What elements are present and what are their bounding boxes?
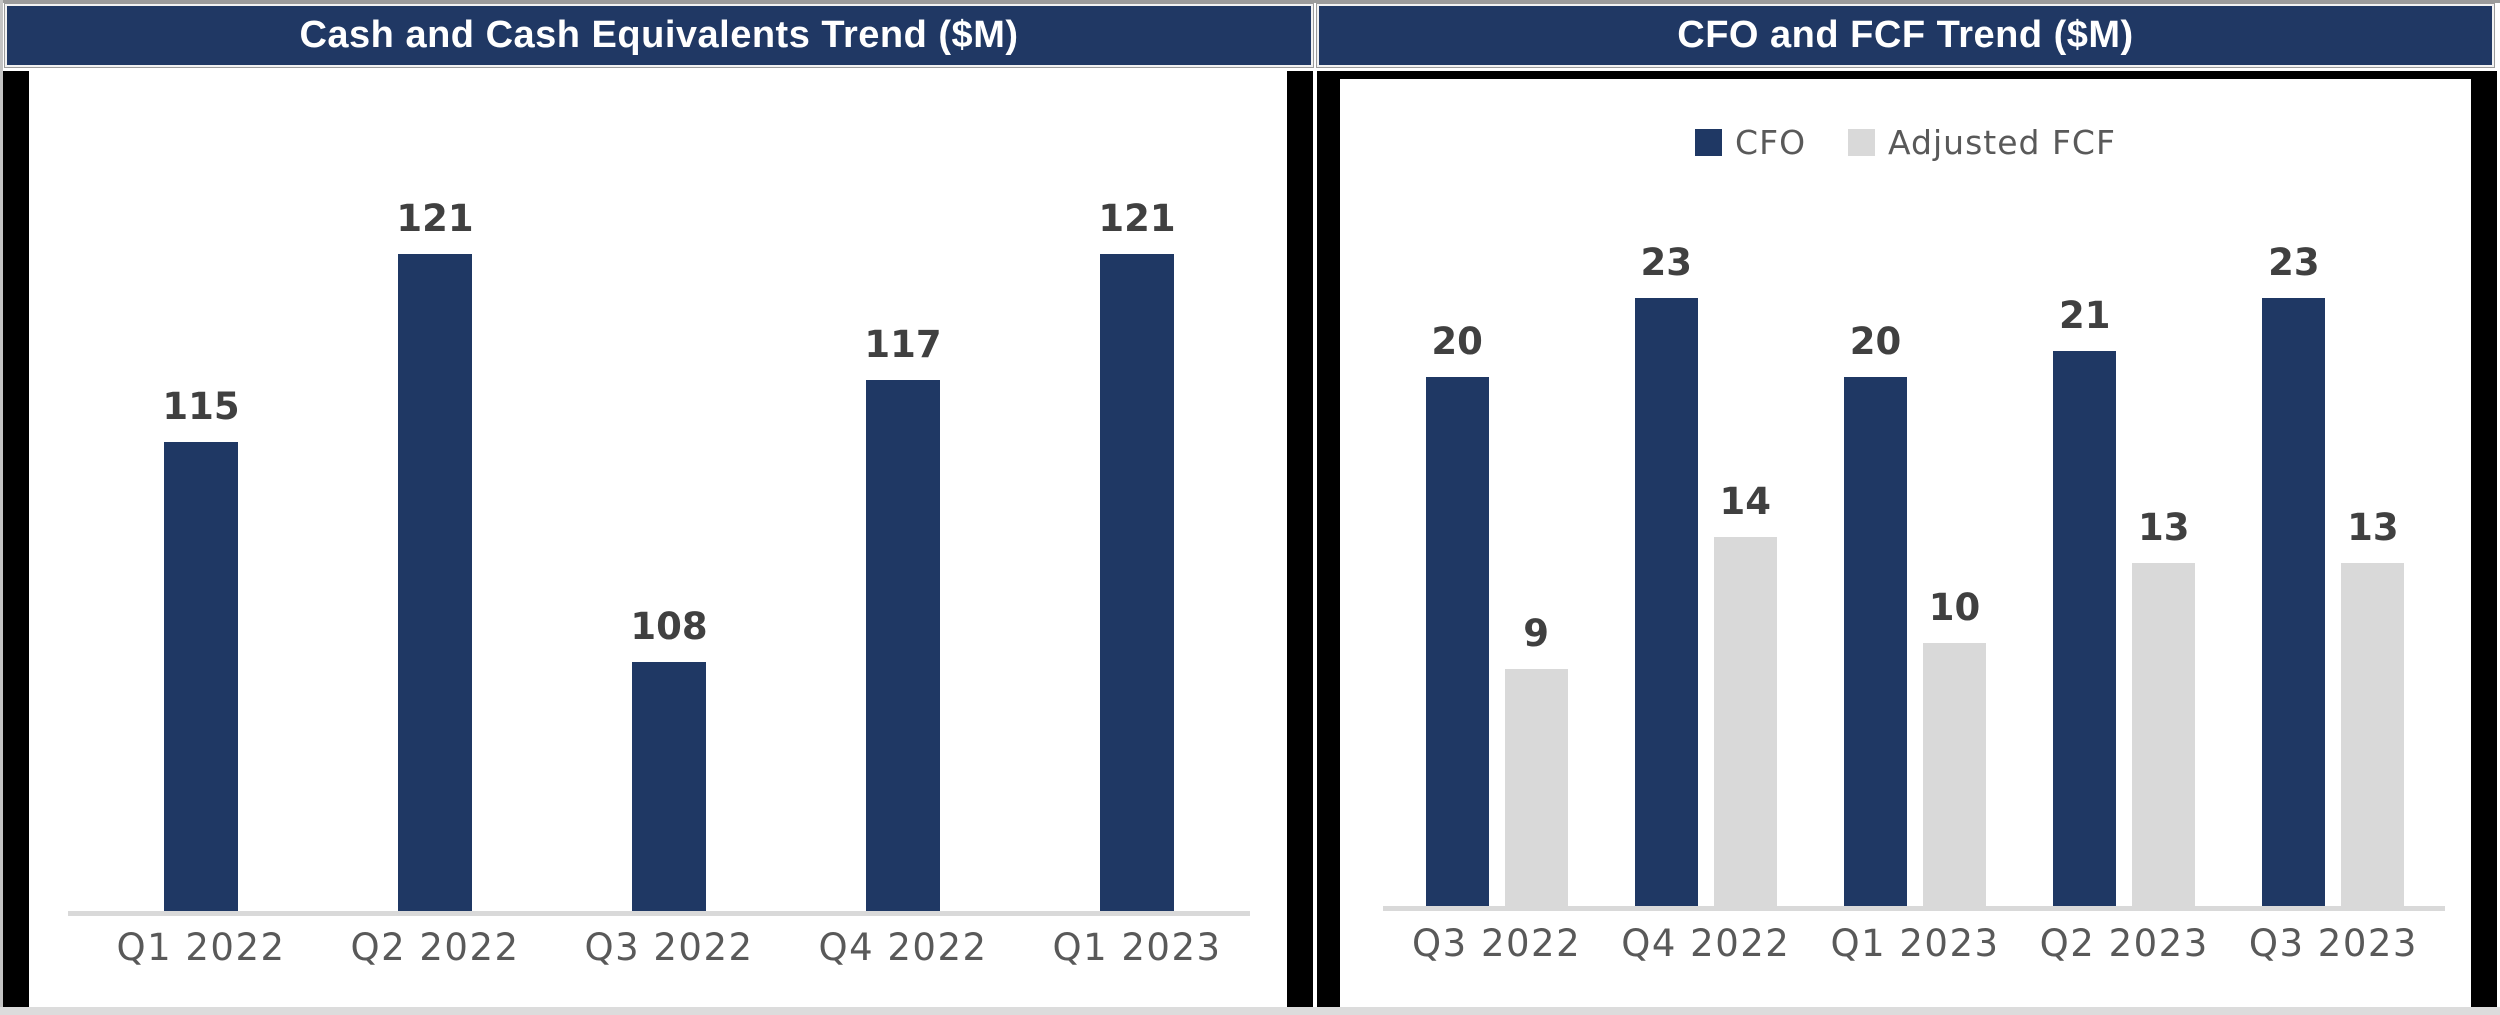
x-axis-label: Q1 2022 (116, 926, 286, 969)
category-slot: 20 10 (1810, 258, 2019, 908)
data-label: 21 (2058, 294, 2111, 337)
bar (2132, 563, 2196, 908)
adjusted-fcf-legend-label: Adjusted FCF (1888, 122, 2116, 162)
data-label: 20 (1849, 320, 1902, 363)
data-label: 117 (864, 323, 942, 366)
category-slot: 108 (552, 160, 786, 913)
data-label: 115 (162, 385, 240, 428)
cfo-legend-swatch-icon (1695, 128, 1723, 156)
x-axis-label: Q2 2023 (2039, 922, 2209, 965)
x-axis-label: Q3 2023 (2248, 922, 2418, 965)
x-axis-label: Q2 2022 (350, 926, 520, 969)
data-label: 13 (2137, 506, 2190, 549)
bar (1844, 377, 1907, 908)
x-axis-label: Q4 2022 (818, 926, 988, 969)
right-chart-x-axis-labels: Q3 2022 Q4 2022 Q1 2023 Q2 2023 Q3 2023 (1392, 922, 2438, 965)
page-top-edge (0, 0, 2500, 3)
data-label: 121 (1098, 197, 1176, 240)
left-chart-title: Cash and Cash Equivalents Trend ($M) (299, 14, 1019, 56)
data-label: 14 (1719, 480, 1772, 523)
left-chart-title-bar: Cash and Cash Equivalents Trend ($M) (5, 4, 1313, 67)
category-slot: 121 (1020, 160, 1254, 913)
category-slot: 115 (84, 160, 318, 913)
left-chart-plot-area: 115 121 108 117 121 (84, 160, 1254, 913)
left-chart-frame-left (3, 71, 29, 1009)
legend-item-adjusted-fcf: Adjusted FCF (1848, 123, 2116, 162)
bar (1634, 298, 1698, 908)
page-left-edge (0, 0, 3, 1007)
right-chart-frame-top (1317, 71, 2497, 79)
bar (1923, 643, 1986, 908)
bar (1713, 537, 1777, 908)
x-axis-label: Q3 2022 (1412, 922, 1582, 965)
data-label: 9 (1523, 612, 1549, 655)
data-label: 10 (1928, 586, 1981, 629)
bar (2262, 298, 2326, 908)
right-chart-legend: CFO Adjusted FCF (1340, 118, 2471, 166)
bar (2053, 351, 2117, 908)
bar (1504, 669, 1568, 908)
bar (163, 442, 238, 913)
right-chart-frame-left (1317, 71, 1340, 1009)
legend-item-cfo: CFO (1695, 123, 1806, 162)
right-chart-title: CFO and FCF Trend ($M) (1677, 14, 2134, 56)
bar (1099, 254, 1174, 913)
category-slot: 23 13 (2229, 241, 2438, 908)
x-axis-label: Q3 2022 (584, 926, 754, 969)
x-axis-label: Q1 2023 (1830, 922, 2000, 965)
category-slot: 23 14 (1601, 241, 1810, 908)
data-label: 121 (396, 197, 474, 240)
category-slot: 117 (786, 160, 1020, 913)
bar (397, 254, 472, 913)
bar (2341, 563, 2405, 908)
category-slot: 21 13 (2020, 258, 2229, 908)
right-chart-x-axis-line (1383, 906, 2445, 911)
left-chart-frame-right (1287, 71, 1313, 1009)
cfo-legend-label: CFO (1735, 122, 1807, 162)
left-chart-x-axis-labels: Q1 2022 Q2 2022 Q3 2022 Q4 2022 Q1 2023 (84, 926, 1254, 969)
adjusted-fcf-legend-swatch-icon (1848, 128, 1876, 156)
category-slot: 121 (318, 160, 552, 913)
category-slot: 20 9 (1392, 258, 1601, 908)
bar (631, 662, 706, 913)
data-label: 23 (1640, 241, 1693, 284)
right-chart-title-bar: CFO and FCF Trend ($M) (1317, 4, 2494, 67)
right-chart-frame-right (2471, 71, 2497, 1009)
bar (865, 380, 940, 913)
slide-bottom-strip (0, 1007, 2500, 1015)
data-label: 13 (2347, 506, 2399, 549)
data-label: 23 (2268, 241, 2320, 284)
bar (1425, 377, 1489, 908)
data-label: 20 (1431, 320, 1483, 363)
data-label: 108 (630, 605, 708, 648)
x-axis-label: Q1 2023 (1052, 926, 1222, 969)
x-axis-label: Q4 2022 (1621, 922, 1791, 965)
left-chart-x-axis-line (68, 911, 1250, 916)
right-chart-plot-area: 20 9 23 14 20 10 21 13 23 13 (1392, 241, 2438, 908)
